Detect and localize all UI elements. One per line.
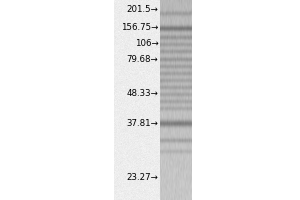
Text: 23.27→: 23.27→ bbox=[127, 173, 158, 182]
Text: 79.68→: 79.68→ bbox=[127, 54, 158, 64]
Text: 201.5→: 201.5→ bbox=[127, 5, 158, 15]
Text: 37.81→: 37.81→ bbox=[127, 118, 158, 128]
Text: 156.75→: 156.75→ bbox=[121, 23, 158, 32]
Text: 48.33→: 48.33→ bbox=[127, 90, 158, 98]
Text: 106→: 106→ bbox=[135, 40, 158, 48]
